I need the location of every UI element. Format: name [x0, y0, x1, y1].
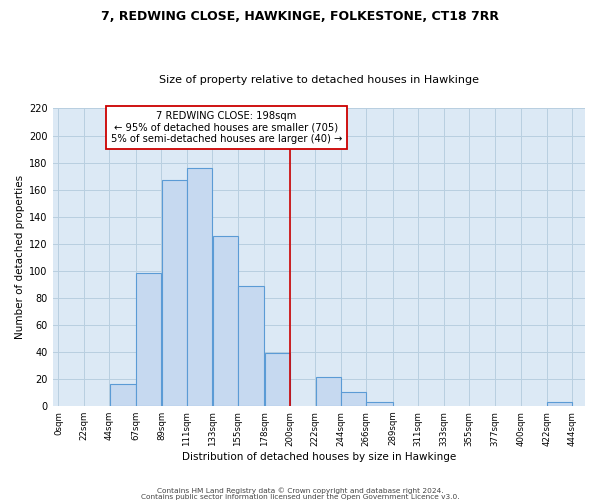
Bar	[161, 180, 187, 406]
Bar	[110, 384, 136, 406]
Bar	[265, 353, 290, 406]
Text: Contains public sector information licensed under the Open Government Licence v3: Contains public sector information licen…	[140, 494, 460, 500]
Bar	[367, 402, 393, 406]
Bar	[136, 274, 161, 406]
Text: Contains HM Land Registry data © Crown copyright and database right 2024.: Contains HM Land Registry data © Crown c…	[157, 487, 443, 494]
Title: Size of property relative to detached houses in Hawkinge: Size of property relative to detached ho…	[159, 76, 479, 86]
Bar	[341, 392, 366, 406]
X-axis label: Distribution of detached houses by size in Hawkinge: Distribution of detached houses by size …	[182, 452, 456, 462]
Bar	[187, 168, 212, 406]
Text: 7 REDWING CLOSE: 198sqm
← 95% of detached houses are smaller (705)
5% of semi-de: 7 REDWING CLOSE: 198sqm ← 95% of detache…	[110, 111, 342, 144]
Bar	[316, 378, 341, 406]
Y-axis label: Number of detached properties: Number of detached properties	[15, 175, 25, 339]
Text: 7, REDWING CLOSE, HAWKINGE, FOLKESTONE, CT18 7RR: 7, REDWING CLOSE, HAWKINGE, FOLKESTONE, …	[101, 10, 499, 23]
Bar	[238, 286, 264, 406]
Bar	[547, 402, 572, 406]
Bar	[212, 236, 238, 406]
